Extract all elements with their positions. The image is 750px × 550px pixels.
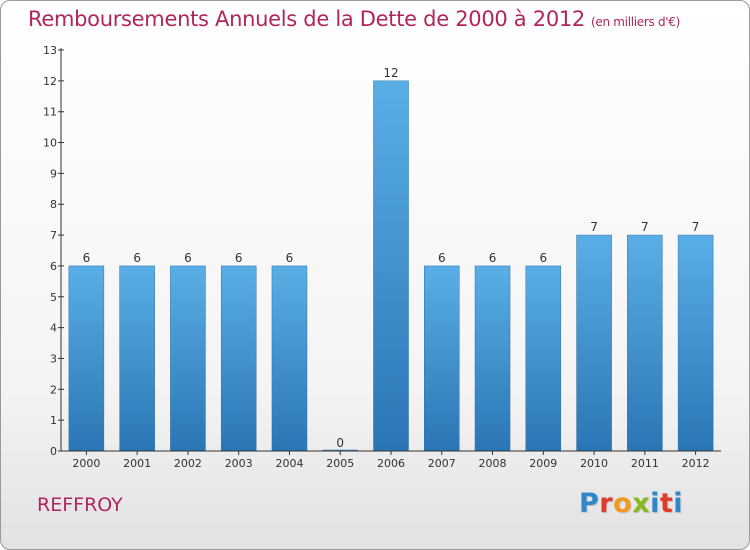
y-tick-label-5: 5 xyxy=(50,291,57,304)
x-tick-label-2001: 2001 xyxy=(123,457,151,470)
bar-2002 xyxy=(170,265,206,452)
x-tick-label-2009: 2009 xyxy=(529,457,557,470)
chart-subtitle: (en milliers d'€) xyxy=(591,15,681,29)
chart-title: Remboursements Annuels de la Dette de 20… xyxy=(28,7,680,31)
y-tick-label-11: 11 xyxy=(43,106,57,119)
data-label-2011: 7 xyxy=(641,220,649,234)
y-tick-label-1: 1 xyxy=(50,414,57,427)
x-tick-label-2004: 2004 xyxy=(275,457,303,470)
y-tick-label-10: 10 xyxy=(43,137,57,150)
bars-group xyxy=(68,80,714,452)
data-label-2010: 7 xyxy=(590,220,598,234)
bar-2004 xyxy=(271,265,308,452)
x-tick-label-2008: 2008 xyxy=(479,457,507,470)
y-tick-label-2: 2 xyxy=(50,383,57,396)
x-tick-label-2000: 2000 xyxy=(72,457,100,470)
logo-letter: P xyxy=(579,488,600,519)
data-label-2012: 7 xyxy=(692,220,700,234)
y-tick-label-9: 9 xyxy=(50,167,57,180)
logo-letter: i xyxy=(673,488,684,519)
x-tick-label-2011: 2011 xyxy=(631,457,659,470)
bar-2010 xyxy=(576,234,612,452)
data-label-2006: 12 xyxy=(383,66,398,80)
y-tick-label-3: 3 xyxy=(50,352,57,365)
data-label-2000: 6 xyxy=(83,251,91,265)
data-label-2007: 6 xyxy=(438,251,446,265)
commune-name: REFFROY xyxy=(37,494,123,516)
logo-letter: i xyxy=(650,488,660,519)
data-label-2003: 6 xyxy=(235,251,243,265)
y-tick-label-12: 12 xyxy=(43,75,57,88)
data-label-2002: 6 xyxy=(184,251,192,265)
data-label-2009: 6 xyxy=(539,251,547,265)
bar-2000 xyxy=(68,265,105,452)
y-tick-label-4: 4 xyxy=(50,322,57,335)
y-tick-label-0: 0 xyxy=(50,445,57,458)
data-label-2001: 6 xyxy=(133,251,141,265)
x-tick-label-2005: 2005 xyxy=(326,457,354,470)
y-tick-label-7: 7 xyxy=(50,229,57,242)
bar-2003 xyxy=(220,265,257,452)
y-tick-label-13: 13 xyxy=(43,44,57,57)
logo-letter: o xyxy=(613,488,633,519)
x-tick-label-2002: 2002 xyxy=(174,457,202,470)
bar-2008 xyxy=(474,265,511,452)
x-tick-label-2012: 2012 xyxy=(682,457,710,470)
logo-letter: t xyxy=(659,488,674,519)
bar-2011 xyxy=(627,234,663,452)
y-tick-label-8: 8 xyxy=(50,198,57,211)
chart-title-text: Remboursements Annuels de la Dette de 20… xyxy=(28,7,585,31)
bar-2006 xyxy=(373,80,409,452)
y-tick-label-6: 6 xyxy=(50,260,57,273)
axes-group xyxy=(58,48,721,455)
bar-2001 xyxy=(119,265,155,452)
x-tick-label-2003: 2003 xyxy=(225,457,253,470)
proxiti-logo[interactable]: Proxiti xyxy=(579,488,683,519)
bar-2012 xyxy=(677,234,714,452)
bar-2009 xyxy=(525,265,562,452)
data-label-2005: 0 xyxy=(336,436,344,450)
x-tick-label-2010: 2010 xyxy=(580,457,608,470)
x-tick-label-2007: 2007 xyxy=(428,457,456,470)
bar-2007 xyxy=(424,265,460,452)
logo-letter: x xyxy=(632,488,651,519)
labels-group: 6200062001620026200362004020051220066200… xyxy=(43,44,710,470)
data-label-2008: 6 xyxy=(489,251,497,265)
data-label-2004: 6 xyxy=(286,251,294,265)
x-tick-label-2006: 2006 xyxy=(377,457,405,470)
logo-letter: r xyxy=(599,488,614,519)
